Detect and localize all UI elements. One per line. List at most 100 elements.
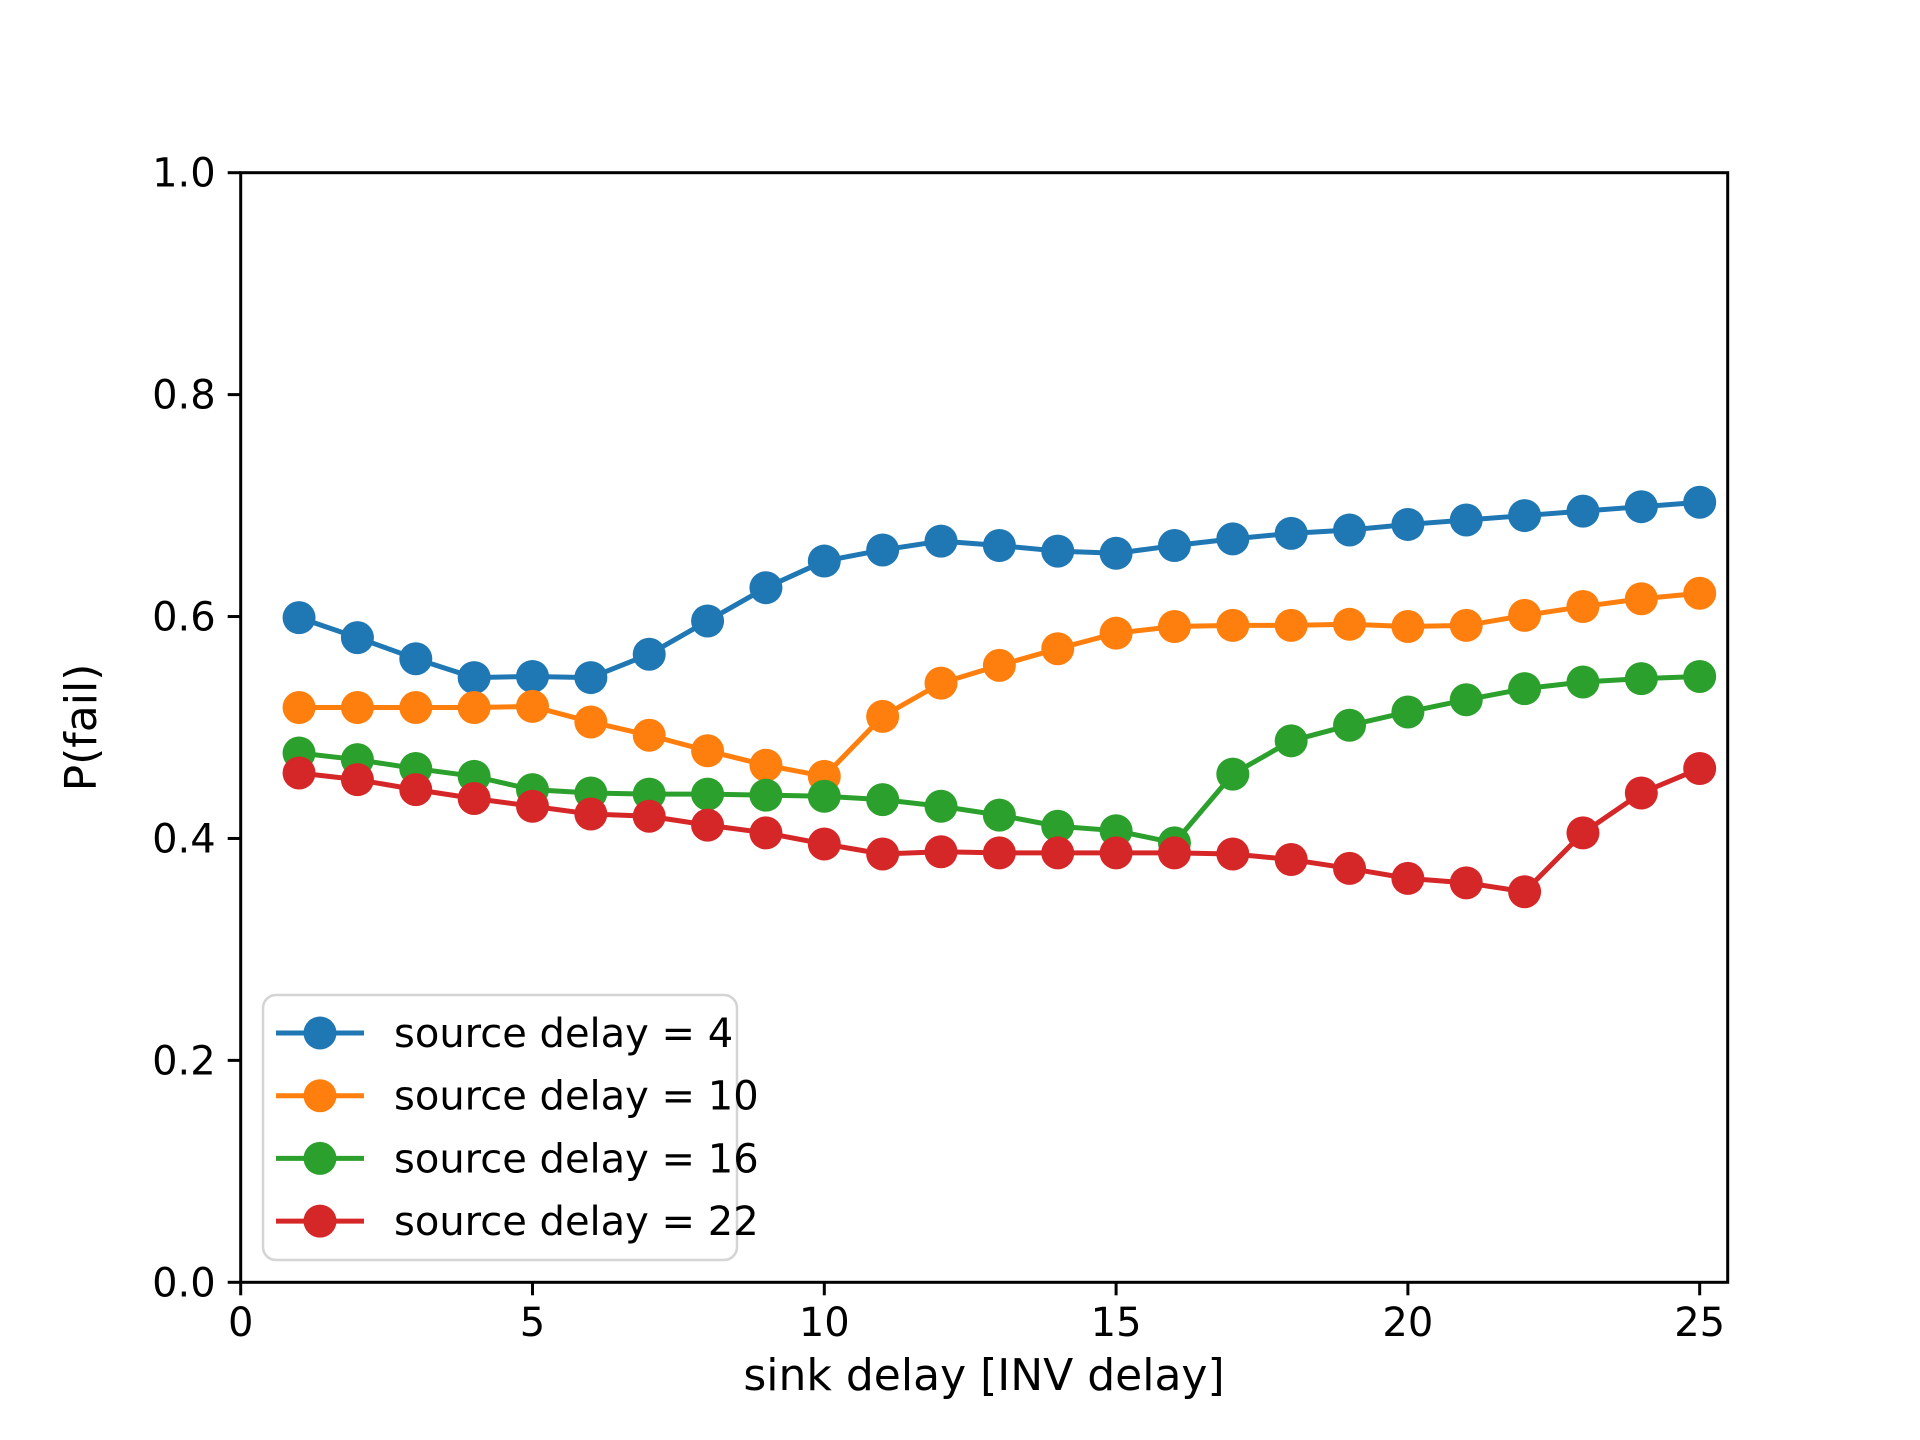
data-point-marker xyxy=(1216,608,1250,642)
data-point-marker xyxy=(1391,507,1425,541)
data-point-marker xyxy=(1157,529,1191,563)
data-point-marker xyxy=(982,529,1016,563)
data-point-marker xyxy=(982,836,1016,870)
legend-label: source delay = 4 xyxy=(394,1011,733,1057)
data-point-marker xyxy=(1333,607,1367,641)
legend-entry-source-delay-22: source delay = 22 xyxy=(276,1199,759,1245)
series-source-delay-16 xyxy=(282,659,1717,860)
data-point-marker xyxy=(807,544,841,578)
data-point-marker xyxy=(1099,836,1133,870)
x-tick-label: 0 xyxy=(228,1300,253,1346)
data-point-marker xyxy=(1449,608,1483,642)
data-point-marker xyxy=(1449,683,1483,717)
data-point-marker xyxy=(515,689,549,723)
data-point-marker xyxy=(1041,632,1075,666)
data-point-marker xyxy=(1683,752,1717,786)
x-tick-label: 5 xyxy=(520,1300,545,1346)
data-point-marker xyxy=(1099,616,1133,650)
legend-entry-source-delay-4: source delay = 4 xyxy=(276,1011,733,1057)
data-point-marker xyxy=(924,789,958,823)
data-point-marker xyxy=(1099,536,1133,570)
data-point-marker xyxy=(574,705,608,739)
data-point-marker xyxy=(399,773,433,807)
data-point-marker xyxy=(1449,866,1483,900)
data-point-marker xyxy=(340,691,374,725)
legend-sample-marker xyxy=(303,1204,337,1238)
data-point-marker xyxy=(1391,861,1425,895)
data-point-marker xyxy=(515,659,549,693)
data-point-marker xyxy=(340,621,374,655)
legend-entry-source-delay-10: source delay = 10 xyxy=(276,1074,759,1120)
legend-label: source delay = 22 xyxy=(394,1199,759,1245)
data-point-marker xyxy=(340,763,374,797)
series-source-delay-4 xyxy=(282,485,1717,695)
data-point-marker xyxy=(749,571,783,605)
y-tick-label: 0.4 xyxy=(152,816,216,862)
legend: source delay = 4 source delay = 10 source … xyxy=(261,993,759,1262)
series-source-delay-22 xyxy=(282,752,1717,909)
data-point-marker xyxy=(1333,513,1367,547)
data-point-marker xyxy=(574,797,608,831)
data-point-marker xyxy=(457,782,491,816)
legend-entry-source-delay-16: source delay = 16 xyxy=(276,1136,759,1182)
series-line-source-delay-10 xyxy=(296,590,1703,779)
data-point-marker xyxy=(1157,610,1191,644)
data-point-marker xyxy=(1391,695,1425,729)
y-tick-label: 0.8 xyxy=(152,373,216,419)
data-point-marker xyxy=(1508,598,1542,632)
legend-sample-marker xyxy=(303,1016,337,1050)
data-point-marker xyxy=(515,789,549,823)
data-point-marker xyxy=(1683,576,1717,610)
legend-label: source delay = 10 xyxy=(394,1074,759,1120)
y-tick-label: 0.2 xyxy=(152,1038,216,1084)
data-point-marker xyxy=(866,783,900,817)
data-point-marker xyxy=(399,642,433,676)
plot-area-spines xyxy=(239,171,1730,1284)
data-point-marker xyxy=(457,661,491,695)
legend-box xyxy=(261,993,739,1262)
data-point-marker xyxy=(866,533,900,567)
x-axis-ticks: 0 5 10 15 20 25 xyxy=(228,1282,1725,1346)
data-point-marker xyxy=(691,808,725,842)
data-point-marker xyxy=(1449,503,1483,537)
data-point-marker xyxy=(1624,490,1658,524)
data-point-marker xyxy=(1508,672,1542,706)
data-point-marker xyxy=(1041,809,1075,843)
data-point-marker xyxy=(1566,590,1600,624)
y-axis-label: P(fail) xyxy=(56,664,107,792)
data-point-marker xyxy=(691,777,725,811)
legend-label: source delay = 16 xyxy=(394,1136,759,1182)
legend-sample-marker xyxy=(303,1141,337,1175)
data-point-marker xyxy=(632,799,666,833)
y-tick-label: 1.0 xyxy=(152,151,216,197)
data-point-marker xyxy=(924,666,958,700)
data-point-marker xyxy=(574,661,608,695)
data-point-marker xyxy=(1041,534,1075,568)
data-point-marker xyxy=(924,524,958,558)
data-point-marker xyxy=(457,691,491,725)
data-point-marker xyxy=(1274,724,1308,758)
data-point-marker xyxy=(282,691,316,725)
data-point-marker xyxy=(691,604,725,638)
x-axis-label: sink delay [INV delay] xyxy=(743,1350,1224,1401)
data-point-marker xyxy=(1391,610,1425,644)
x-tick-label: 15 xyxy=(1091,1300,1142,1346)
data-point-marker xyxy=(1216,837,1250,871)
data-point-marker xyxy=(1333,851,1367,885)
data-point-marker xyxy=(691,734,725,768)
data-point-marker xyxy=(1508,875,1542,909)
data-point-marker xyxy=(1624,776,1658,810)
data-point-marker xyxy=(807,827,841,861)
data-point-marker xyxy=(1566,816,1600,850)
data-point-marker xyxy=(1216,522,1250,556)
data-point-marker xyxy=(399,691,433,725)
data-point-marker xyxy=(282,756,316,790)
data-point-marker xyxy=(1566,665,1600,699)
y-tick-label: 0.6 xyxy=(152,595,216,641)
y-axis-ticks: 0.0 0.2 0.4 0.6 0.8 1.0 xyxy=(152,151,241,1306)
data-point-marker xyxy=(749,778,783,812)
x-tick-label: 25 xyxy=(1674,1300,1725,1346)
y-tick-label: 0.0 xyxy=(152,1260,216,1306)
